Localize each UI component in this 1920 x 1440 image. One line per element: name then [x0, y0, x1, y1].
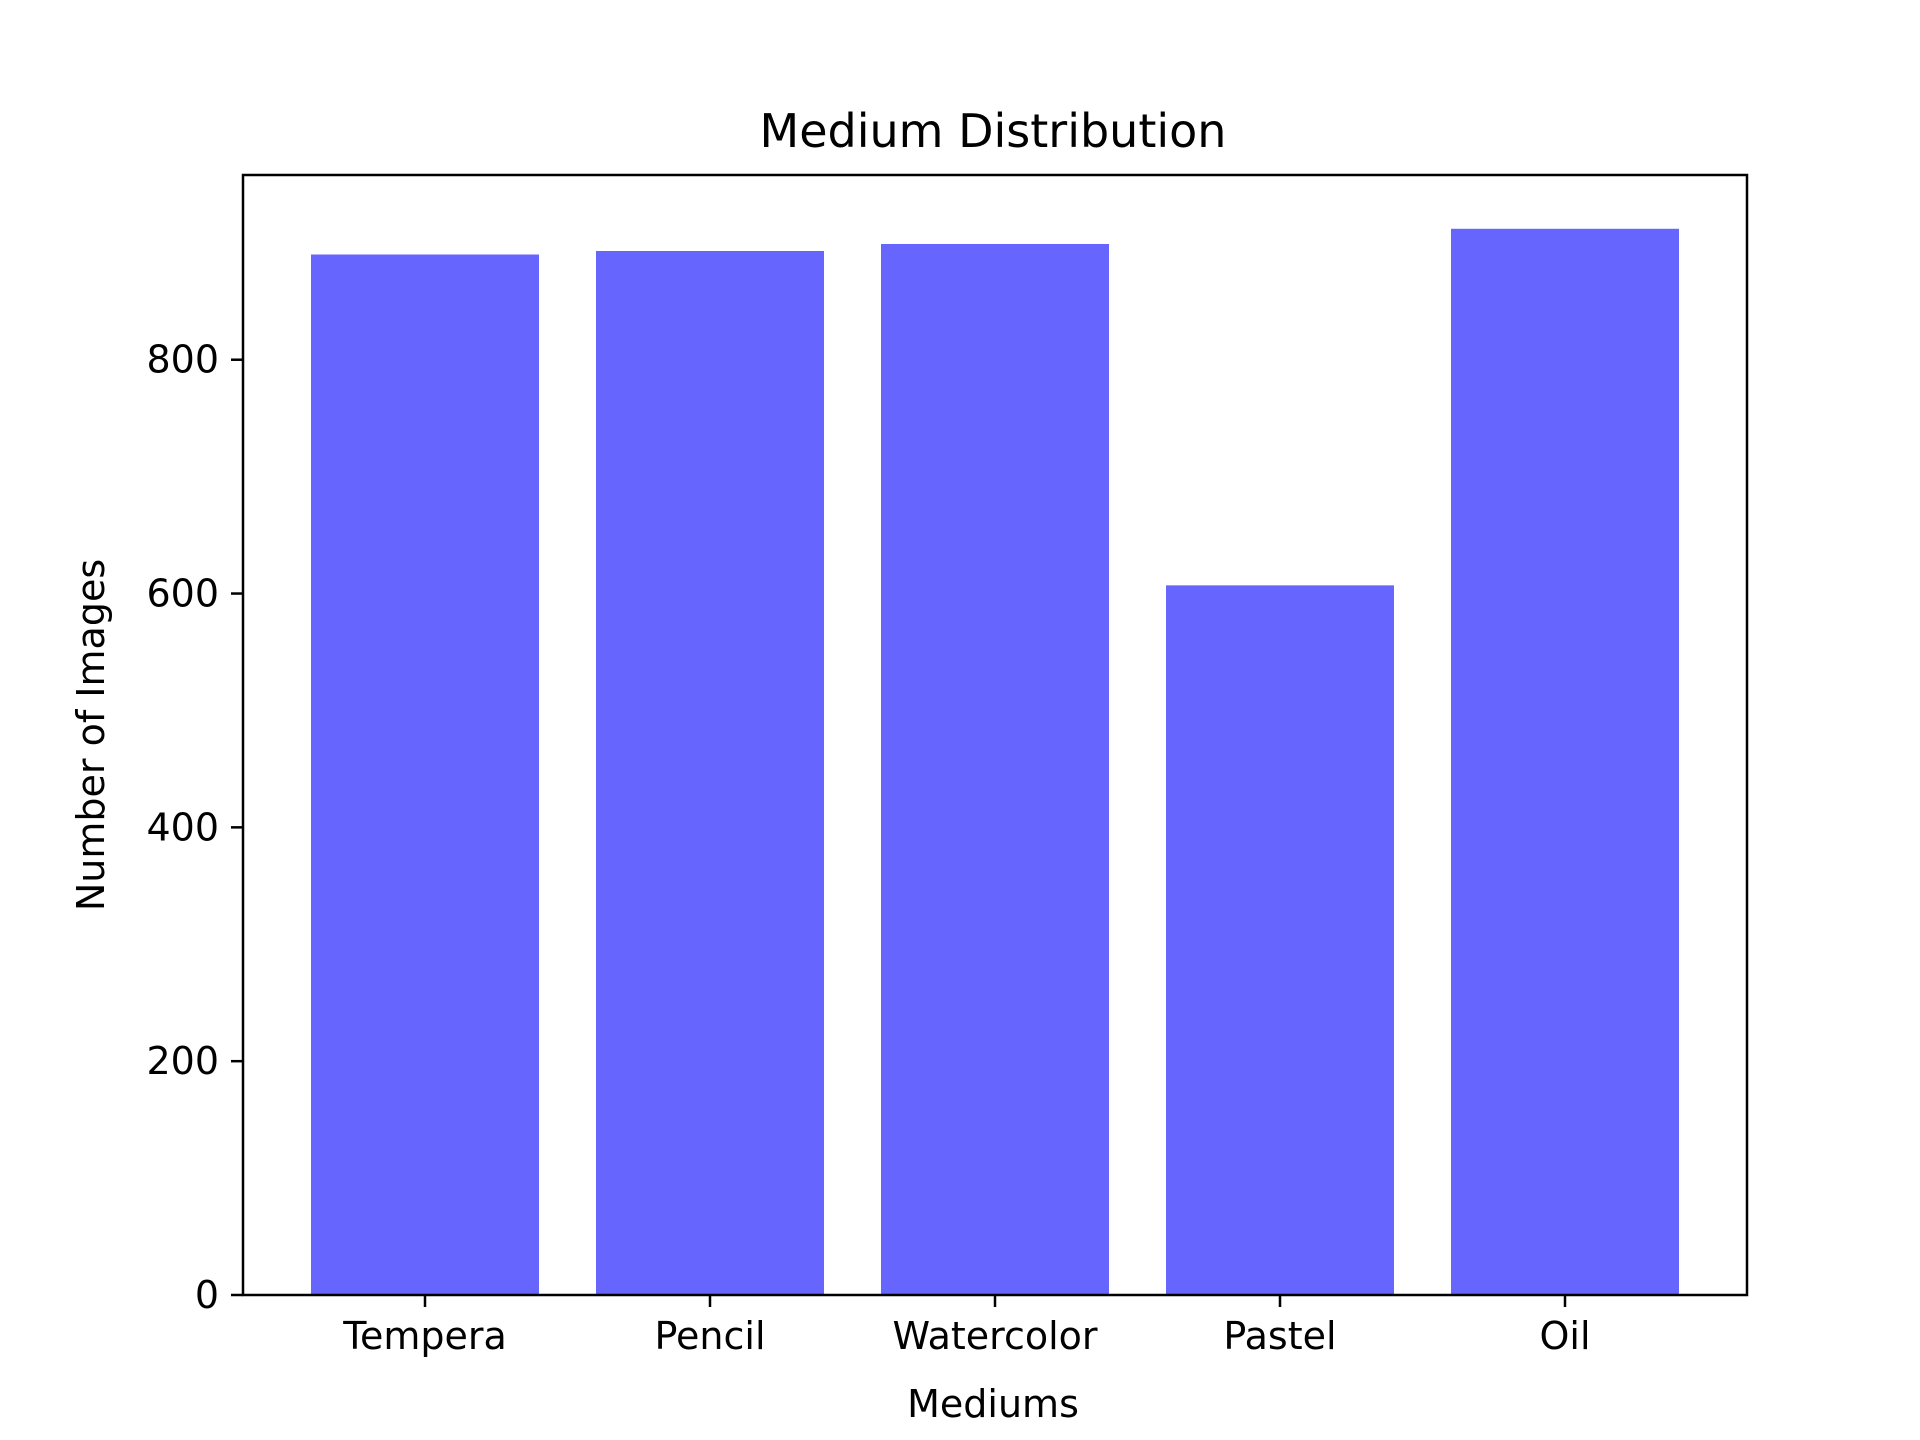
- y-tick-label: 200: [146, 1039, 219, 1083]
- bar-group: [311, 228, 1679, 1296]
- bar-pastel: [1166, 585, 1394, 1295]
- y-tick-label: 0: [195, 1273, 219, 1317]
- y-tick-label: 400: [146, 805, 219, 849]
- bar-watercolor: [881, 243, 1109, 1295]
- y-tick-label: 600: [146, 572, 219, 616]
- x-tick-label: Pastel: [1223, 1314, 1336, 1358]
- y-tick-label: 800: [146, 338, 219, 382]
- x-tick-label: Oil: [1539, 1314, 1590, 1358]
- x-tick-label: Pencil: [654, 1314, 765, 1358]
- chart-title: Medium Distribution: [760, 104, 1227, 158]
- plot-frame: [241, 173, 1749, 1297]
- bar-tempera: [311, 254, 539, 1295]
- x-axis-ticks: Tempera Pencil Watercolor Pastel Oil: [342, 1295, 1591, 1358]
- y-axis-label: Number of Images: [69, 559, 113, 911]
- bar-pencil: [596, 250, 824, 1295]
- x-axis-label: Mediums: [907, 1382, 1079, 1426]
- x-tick-label: Tempera: [342, 1314, 507, 1358]
- y-axis-ticks: 0 200 400 600 800: [146, 338, 243, 1317]
- bar-oil: [1451, 228, 1679, 1296]
- x-tick-label: Watercolor: [892, 1314, 1097, 1358]
